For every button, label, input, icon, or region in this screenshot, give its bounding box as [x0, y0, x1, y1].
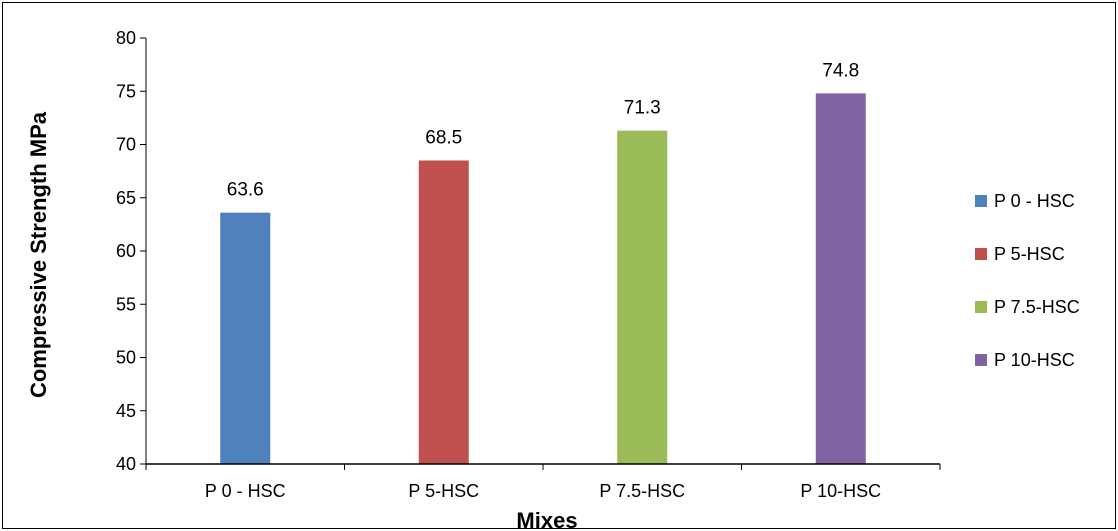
- data-label-3: 71.3: [624, 98, 661, 119]
- legend-label-2: P 5-HSC: [994, 244, 1065, 264]
- legend-label-1: P 0 - HSC: [994, 191, 1075, 211]
- legend-label-3: P 7.5-HSC: [994, 297, 1080, 317]
- x-tick-label-4: P 10-HSC: [800, 481, 881, 501]
- data-label-2: 68.5: [425, 127, 462, 148]
- bar-1: [220, 212, 271, 464]
- legend-swatch-2: [975, 248, 987, 260]
- y-tick-label-4: 55: [116, 294, 136, 314]
- bar-4: [815, 93, 866, 464]
- y-tick-label-9: 80: [116, 28, 136, 48]
- legend-swatch-3: [975, 301, 987, 313]
- data-labels-layer: 63.6 P 0 - HSC 68.5 P 5-HSC 71.3 P 7.5-HSC 74.…: [205, 60, 881, 501]
- legend-entry-2: P 5-HSC: [975, 244, 1065, 264]
- legend: P 0 - HSC P 5-HSC P 7.5-HSC P 10-HSC: [975, 191, 1080, 370]
- legend-entry-4: P 10-HSC: [975, 350, 1075, 370]
- x-tick-label-1: P 0 - HSC: [205, 481, 286, 501]
- bar-3: [617, 130, 668, 464]
- y-tick-label-5: 60: [116, 241, 136, 261]
- x-tick-label-2: P 5-HSC: [408, 481, 479, 501]
- y-tick-label-8: 75: [116, 81, 136, 101]
- y-axis-title: Compressive Strength MPa: [26, 111, 51, 398]
- legend-entry-1: P 0 - HSC: [975, 191, 1075, 211]
- y-tick-label-1: 40: [116, 454, 136, 474]
- legend-swatch-1: [975, 195, 987, 207]
- bar-2: [418, 160, 469, 464]
- x-axis-title: Mixes: [516, 508, 577, 531]
- data-label-4: 74.8: [822, 60, 859, 81]
- y-tick-label-7: 70: [116, 135, 136, 155]
- legend-label-4: P 10-HSC: [994, 350, 1075, 370]
- y-tick-label-6: 65: [116, 188, 136, 208]
- legend-swatch-4: [975, 354, 987, 366]
- y-tick-label-3: 50: [116, 348, 136, 368]
- x-tick-label-3: P 7.5-HSC: [599, 481, 685, 501]
- data-label-1: 63.6: [227, 180, 264, 201]
- legend-entry-3: P 7.5-HSC: [975, 297, 1080, 317]
- bars-layer: [220, 93, 866, 464]
- axes-layer: 40 45 50 55 60 65 70 75 80: [116, 28, 941, 474]
- y-tick-label-2: 45: [116, 401, 136, 421]
